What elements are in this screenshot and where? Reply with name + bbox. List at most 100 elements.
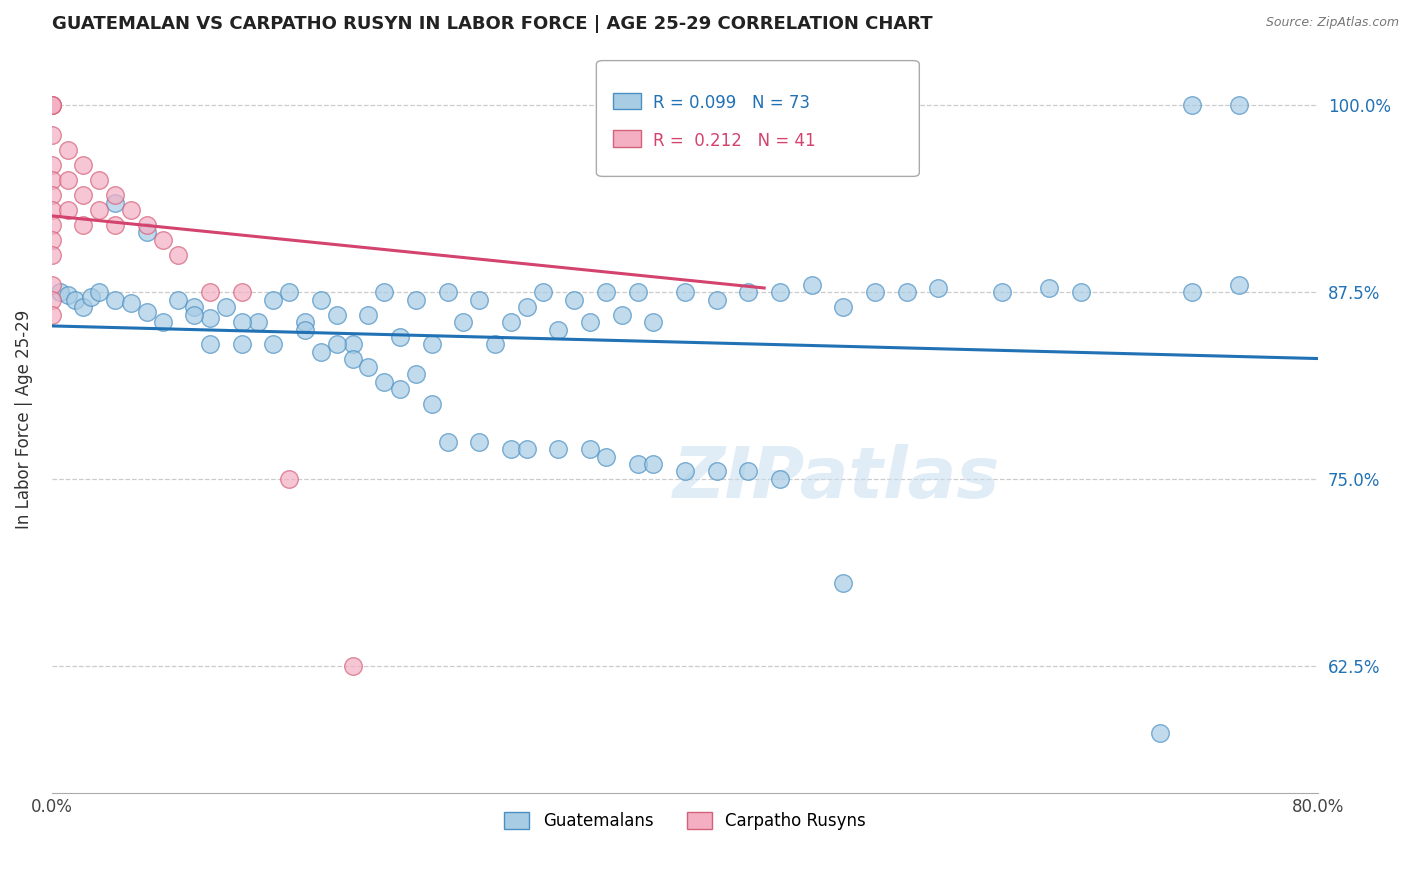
Point [325, 337, 347, 351]
Point [1181, 285, 1204, 300]
Point [41, 277, 63, 292]
Point [325, 308, 347, 322]
Point [89, 285, 111, 300]
Point [436, 434, 458, 449]
Point [626, 457, 648, 471]
Point [41, 128, 63, 143]
Point [183, 300, 205, 314]
Point [769, 285, 792, 300]
Point [135, 304, 157, 318]
Point [1149, 726, 1171, 740]
Point [547, 322, 569, 336]
Point [56, 288, 79, 302]
Point [706, 293, 728, 307]
Point [1227, 277, 1250, 292]
Point [120, 202, 142, 217]
Point [342, 337, 364, 351]
Point [863, 285, 886, 300]
Point [832, 300, 855, 314]
Point [389, 382, 412, 396]
Point [41, 188, 63, 202]
Text: GUATEMALAN VS CARPATHO RUSYN IN LABOR FORCE | AGE 25-29 CORRELATION CHART: GUATEMALAN VS CARPATHO RUSYN IN LABOR FO… [52, 15, 932, 33]
Point [832, 576, 855, 591]
Point [1038, 281, 1060, 295]
Point [80, 290, 103, 304]
Point [41, 202, 63, 217]
Point [499, 315, 522, 329]
Point [231, 315, 253, 329]
Point [167, 248, 190, 262]
Point [167, 293, 190, 307]
Point [610, 308, 633, 322]
Point [262, 293, 284, 307]
Point [626, 98, 648, 112]
Point [531, 285, 554, 300]
Point [231, 337, 253, 351]
Point [56, 173, 79, 187]
Point [104, 293, 127, 307]
Point [278, 472, 301, 486]
Point [120, 295, 142, 310]
Point [405, 368, 427, 382]
Point [89, 173, 111, 187]
Point [595, 450, 617, 464]
Point [373, 285, 395, 300]
Point [56, 143, 79, 157]
Point [104, 195, 127, 210]
Point [104, 218, 127, 232]
Point [706, 465, 728, 479]
Point [65, 293, 87, 307]
Point [198, 285, 221, 300]
Text: R =  0.212   N = 41: R = 0.212 N = 41 [654, 131, 815, 150]
Point [231, 285, 253, 300]
Point [499, 442, 522, 456]
Point [41, 98, 63, 112]
Point [342, 658, 364, 673]
Y-axis label: In Labor Force | Age 25-29: In Labor Force | Age 25-29 [15, 310, 32, 529]
Point [673, 285, 696, 300]
Point [278, 285, 301, 300]
Point [547, 442, 569, 456]
Point [41, 158, 63, 172]
Text: ZIPatlas: ZIPatlas [673, 444, 1001, 514]
FancyBboxPatch shape [613, 93, 641, 109]
Text: R = 0.099   N = 73: R = 0.099 N = 73 [654, 95, 810, 112]
Point [262, 337, 284, 351]
Point [357, 308, 380, 322]
Point [342, 352, 364, 367]
Point [927, 281, 949, 295]
Point [1181, 98, 1204, 112]
FancyBboxPatch shape [596, 61, 920, 177]
Point [198, 337, 221, 351]
Point [626, 285, 648, 300]
Point [104, 188, 127, 202]
Point [389, 330, 412, 344]
Point [72, 300, 94, 314]
FancyBboxPatch shape [613, 130, 641, 146]
Point [48, 285, 70, 300]
Point [294, 322, 316, 336]
Point [72, 188, 94, 202]
Point [579, 442, 602, 456]
Point [420, 337, 443, 351]
Point [56, 202, 79, 217]
Point [72, 218, 94, 232]
Point [643, 457, 665, 471]
Point [41, 308, 63, 322]
Point [769, 472, 792, 486]
Point [1227, 98, 1250, 112]
Point [215, 300, 238, 314]
Point [41, 173, 63, 187]
Point [453, 315, 475, 329]
Point [737, 285, 759, 300]
Point [579, 315, 602, 329]
Point [373, 375, 395, 389]
Point [152, 315, 174, 329]
Point [595, 285, 617, 300]
Point [484, 337, 506, 351]
Point [896, 285, 918, 300]
Point [41, 218, 63, 232]
Point [41, 233, 63, 247]
Point [72, 158, 94, 172]
Point [800, 277, 823, 292]
